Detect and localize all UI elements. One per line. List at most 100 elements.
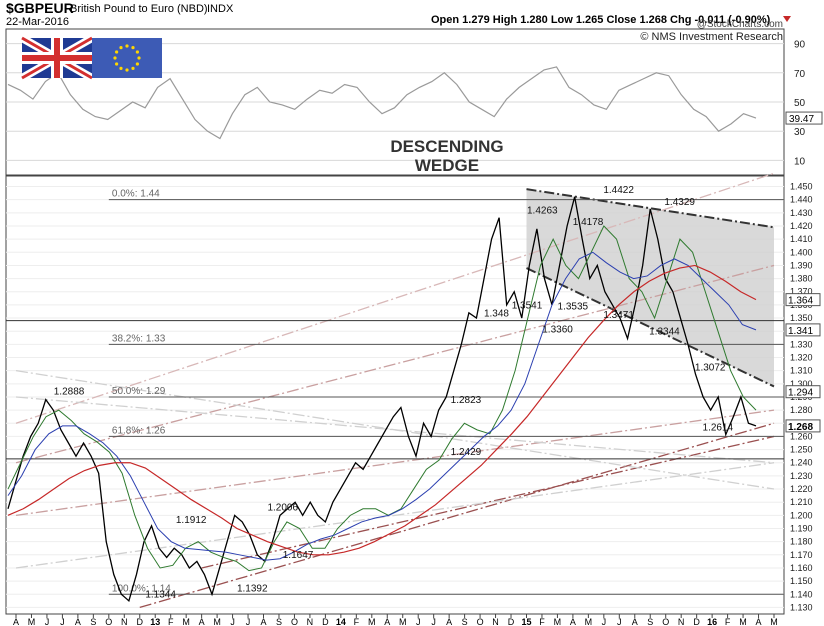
exchange-label: INDX (207, 3, 234, 15)
price-tick-label: 1.400 (790, 247, 813, 257)
fib-label: 38.2%: 1.33 (112, 333, 166, 344)
price-level-label: 1.4263 (527, 206, 558, 217)
price-tag: 1.364 (788, 296, 813, 307)
eu-star-icon (135, 62, 139, 66)
price-tick-label: 1.440 (790, 195, 813, 205)
x-tick-label: D (137, 617, 144, 626)
x-tick-label: F (539, 617, 545, 626)
eu-star-icon (119, 46, 123, 50)
x-tick-label: S (647, 617, 653, 626)
x-tick-label: O (477, 617, 484, 626)
x-tick-label: 15 (521, 617, 531, 626)
price-tag: 1.268 (788, 422, 813, 433)
x-tick-label: M (213, 617, 221, 626)
eu-star-icon (131, 66, 135, 70)
trend-line (15, 370, 775, 490)
x-tick-label: S (462, 617, 468, 626)
eu-star-icon (115, 50, 119, 54)
x-tick-label: 16 (707, 617, 717, 626)
eu-star-icon (113, 56, 117, 60)
rsi-tick-label: 10 (794, 156, 806, 167)
price-level-label: 1.3535 (558, 301, 589, 312)
descending-wedge (526, 188, 775, 388)
price-tick-label: 1.190 (790, 524, 813, 534)
ohlc-readout: Open 1.279 High 1.280 Low 1.265 Close 1.… (431, 14, 771, 26)
price-tick-label: 1.300 (790, 379, 813, 389)
eu-star-icon (135, 50, 139, 54)
watermark: @StockCharts.com (697, 19, 783, 30)
price-line (7, 196, 757, 603)
x-tick-label: J (431, 617, 436, 626)
eu-star-icon (115, 62, 119, 66)
rsi-tick-label: 50 (794, 98, 806, 109)
rsi-tick-label: 90 (794, 40, 806, 51)
price-tag: 1.294 (788, 388, 813, 399)
price-tick-label: 1.240 (790, 458, 813, 468)
eu-star-icon (131, 46, 135, 50)
price-tick-label: 1.160 (790, 563, 813, 573)
trend-line (139, 422, 775, 609)
price-level-label: 1.1344 (145, 590, 176, 601)
ma-long-line (7, 264, 757, 556)
ma-mid-line (7, 251, 757, 561)
price-level-label: 1.3072 (695, 362, 726, 373)
trend-line (15, 172, 775, 424)
price-tick-label: 1.410 (790, 234, 813, 244)
x-tick-label: N (307, 617, 314, 626)
price-tick-label: 1.200 (790, 510, 813, 520)
x-tick-label: 13 (150, 617, 160, 626)
price-tick-label: 1.150 (790, 576, 813, 586)
price-level-label: 1.348 (484, 309, 509, 320)
x-tick-label: A (75, 617, 81, 626)
instrument-name: British Pound to Euro (NBD) (70, 3, 208, 15)
axes: A M J J A S O N D 13 F M A M J J A S O N D 14 F M A M J J A S O N D 15 F M A… (13, 614, 778, 626)
x-tick-label: F (725, 617, 731, 626)
price-tick-label: 1.180 (790, 537, 813, 547)
price-level-label: 1.4178 (573, 217, 604, 228)
x-tick-label: J (60, 617, 65, 626)
symbol-title: $GBPEUR (6, 0, 74, 16)
price-tick-label: 1.430 (790, 208, 813, 218)
x-tick-label: O (105, 617, 112, 626)
price-tick-label: 1.370 (790, 287, 813, 297)
wedge-title-line1: DESCENDING (390, 137, 503, 156)
x-tick-label: M (585, 617, 593, 626)
price-tick-label: 1.280 (790, 405, 813, 415)
x-tick-label: M (182, 617, 190, 626)
x-tick-label: N (678, 617, 685, 626)
trend-line (15, 409, 775, 516)
fib-label: 100.0%: 1.14 (112, 583, 171, 594)
price-level-label: 1.4422 (603, 185, 634, 196)
rsi-last-value: 39.47 (789, 114, 814, 125)
price-tick-label: 1.380 (790, 274, 813, 284)
price-tick-label: 1.230 (790, 471, 813, 481)
x-tick-label: 14 (336, 617, 346, 626)
x-tick-label: M (554, 617, 562, 626)
copyright: © NMS Investment Research (640, 31, 783, 43)
trend-line (15, 264, 775, 464)
rsi-last-tag (785, 111, 823, 125)
x-tick-label: M (28, 617, 36, 626)
x-tick-label: A (261, 617, 267, 626)
price-level-label: 1.3360 (542, 324, 573, 335)
x-tick-label: A (13, 617, 19, 626)
gbp-eur-flag (20, 34, 162, 82)
x-tick-label: M (739, 617, 747, 626)
wedge-title-line2: WEDGE (415, 156, 479, 175)
x-tick-label: A (632, 617, 638, 626)
x-tick-label: S (276, 617, 282, 626)
x-tick-label: J (230, 617, 235, 626)
x-tick-label: D (322, 617, 329, 626)
rsi-tick-label: 70 (794, 69, 806, 80)
price-tick-label: 1.210 (790, 497, 813, 507)
price-tick-label: 1.170 (790, 550, 813, 560)
price-level-label: 1.1392 (237, 583, 268, 594)
wedge-area (526, 189, 774, 387)
price-tag-box (785, 323, 821, 337)
down-arrow-icon (783, 16, 791, 22)
price-tag-box (785, 419, 821, 433)
x-tick-label: F (354, 617, 360, 626)
price-level-labels: 1.348 1.2888 1.2823 1.2429 1.1912 1.2006 1.164… (54, 185, 821, 601)
eu-star-icon (137, 56, 141, 60)
fib-label: 0.0%: 1.44 (112, 189, 160, 200)
